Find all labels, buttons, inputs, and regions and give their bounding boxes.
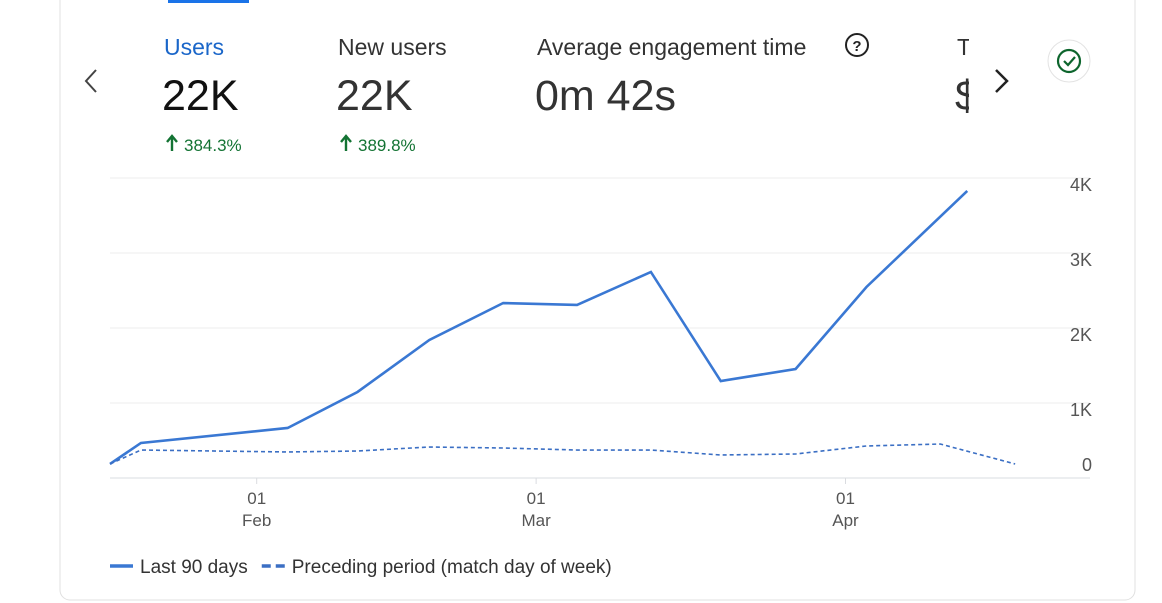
metric-card[interactable]: Users 22K 384.3% (162, 34, 242, 155)
up-arrow (166, 134, 178, 151)
y-tick-label: 2K (1070, 325, 1092, 345)
metric-change: 389.8% (358, 136, 416, 155)
up-arrow (340, 134, 352, 151)
tab-indicator (168, 0, 249, 3)
metric-change: 384.3% (184, 136, 242, 155)
metric-label: New users (338, 34, 447, 60)
status-badge[interactable] (1047, 39, 1091, 83)
y-tick-label: 4K (1070, 175, 1092, 195)
line-series (109, 190, 969, 466)
y-tick-label: 3K (1070, 250, 1092, 270)
check-mark (1063, 56, 1076, 67)
prev-arrow[interactable] (84, 69, 97, 93)
metric-value: $ (955, 72, 979, 120)
legend-label: Last 90 days (140, 557, 248, 578)
metric-card[interactable]: Average engagement time 0m 42s (535, 34, 806, 120)
x-tick-label: 01 Mar (521, 489, 551, 530)
card (59, 0, 1136, 601)
metric-value: 22K (162, 72, 239, 120)
metric-card[interactable]: New users 22K 389.8% (336, 34, 447, 155)
metric-label: T (957, 34, 971, 60)
next-arrow[interactable] (995, 69, 1009, 93)
legend-label: Preceding period (match day of week) (292, 557, 612, 578)
metric-label: Users (164, 34, 224, 60)
line-series (109, 443, 1016, 465)
y-tick-label: 1K (1070, 400, 1092, 420)
y-tick-label: 0 (1082, 455, 1092, 475)
help-mark: ? (852, 38, 861, 55)
metric-value: 22K (336, 72, 413, 120)
metric-card[interactable]: T$ (955, 34, 979, 120)
x-tick-label: 01 Feb (242, 489, 271, 530)
x-tick-label: 01 Apr (832, 489, 859, 530)
metric-value: 0m 42s (535, 72, 676, 120)
help-icon[interactable] (845, 33, 869, 57)
metric-label: Average engagement time (537, 34, 806, 60)
check-icon (1056, 48, 1082, 74)
